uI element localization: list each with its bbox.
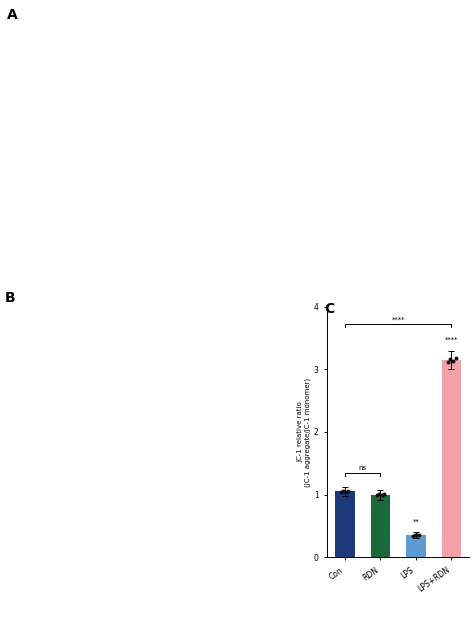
Point [444, 357, 451, 367]
Text: ****: **** [445, 337, 458, 343]
Point [378, 490, 386, 500]
Point [413, 530, 421, 540]
Text: **: ** [412, 518, 419, 525]
Point [411, 530, 419, 540]
Point [339, 486, 347, 496]
Text: A: A [7, 8, 18, 23]
Text: C: C [325, 302, 335, 316]
Point [415, 530, 423, 540]
Point [345, 486, 352, 496]
Y-axis label: JC-1 relative ratio
(JC-1 aggregate/JC-1 monomer): JC-1 relative ratio (JC-1 aggregate/JC-1… [298, 377, 311, 486]
Point [409, 530, 417, 540]
Point [375, 489, 383, 499]
Point [446, 354, 454, 364]
Text: ns: ns [358, 465, 367, 471]
Point [449, 356, 457, 366]
Text: B: B [5, 290, 15, 305]
Point [452, 353, 459, 363]
Bar [406, 535, 426, 557]
Text: ****: **** [392, 317, 405, 323]
Point [381, 489, 388, 499]
Bar [335, 491, 355, 557]
Point [342, 486, 350, 496]
Point [337, 487, 344, 497]
Bar [371, 495, 390, 557]
Bar [442, 360, 461, 557]
Point [373, 490, 381, 500]
